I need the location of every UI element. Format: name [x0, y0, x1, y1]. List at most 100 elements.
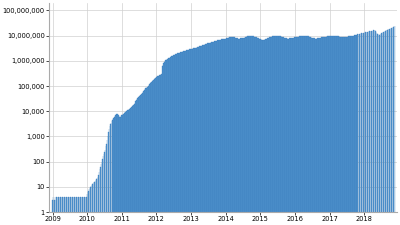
Bar: [301, 36, 302, 225]
Bar: [205, 44, 206, 225]
Bar: [220, 40, 221, 225]
Bar: [102, 159, 103, 225]
Bar: [200, 46, 201, 225]
Bar: [88, 191, 89, 225]
Bar: [79, 197, 80, 225]
Bar: [132, 106, 133, 225]
Bar: [333, 36, 334, 225]
Bar: [273, 36, 274, 225]
Bar: [252, 36, 253, 225]
Bar: [207, 43, 208, 225]
Bar: [239, 38, 240, 225]
Bar: [60, 197, 61, 225]
Bar: [80, 197, 81, 225]
Bar: [368, 32, 369, 225]
Bar: [114, 117, 115, 225]
Bar: [364, 32, 365, 225]
Bar: [229, 37, 230, 225]
Bar: [344, 37, 345, 225]
Bar: [97, 178, 98, 225]
Bar: [350, 36, 351, 225]
Bar: [214, 41, 215, 225]
Bar: [334, 36, 335, 225]
Bar: [297, 37, 298, 225]
Bar: [204, 45, 205, 225]
Bar: [346, 37, 347, 225]
Bar: [232, 37, 233, 225]
Bar: [86, 197, 87, 225]
Bar: [180, 52, 181, 225]
Bar: [182, 52, 183, 225]
Bar: [146, 88, 147, 225]
Bar: [124, 113, 125, 225]
Bar: [219, 40, 220, 225]
Bar: [144, 90, 145, 225]
Bar: [354, 35, 355, 225]
Bar: [99, 172, 100, 225]
Bar: [259, 39, 260, 225]
Bar: [238, 38, 239, 225]
Bar: [135, 103, 136, 225]
Bar: [94, 182, 95, 225]
Bar: [150, 83, 151, 225]
Bar: [247, 36, 248, 225]
Bar: [158, 76, 159, 225]
Bar: [315, 39, 316, 225]
Bar: [329, 36, 330, 225]
Bar: [349, 36, 350, 225]
Bar: [152, 81, 153, 225]
Bar: [130, 108, 131, 225]
Bar: [215, 41, 216, 225]
Bar: [245, 37, 246, 225]
Bar: [332, 36, 333, 225]
Bar: [72, 197, 73, 225]
Bar: [112, 120, 113, 225]
Bar: [108, 132, 109, 225]
Bar: [257, 38, 258, 225]
Bar: [378, 34, 379, 225]
Bar: [113, 119, 114, 225]
Bar: [387, 30, 388, 225]
Bar: [63, 197, 64, 225]
Bar: [139, 97, 140, 225]
Bar: [347, 37, 348, 225]
Bar: [331, 36, 332, 225]
Bar: [352, 36, 353, 225]
Bar: [120, 117, 121, 225]
Bar: [384, 31, 385, 225]
Bar: [370, 31, 371, 225]
Bar: [363, 33, 364, 225]
Bar: [122, 115, 123, 225]
Bar: [391, 28, 392, 225]
Bar: [386, 30, 387, 225]
Bar: [148, 86, 149, 225]
Bar: [243, 38, 244, 225]
Bar: [156, 77, 157, 225]
Bar: [126, 111, 127, 225]
Bar: [390, 28, 391, 225]
Bar: [164, 62, 165, 225]
Bar: [305, 36, 306, 225]
Bar: [254, 37, 255, 225]
Bar: [95, 181, 96, 225]
Bar: [131, 108, 132, 225]
Bar: [381, 33, 382, 225]
Bar: [87, 194, 88, 225]
Bar: [261, 40, 262, 225]
Bar: [374, 30, 375, 225]
Bar: [55, 197, 56, 225]
Bar: [343, 37, 344, 225]
Bar: [319, 38, 320, 225]
Bar: [81, 197, 82, 225]
Bar: [389, 29, 390, 225]
Bar: [105, 150, 106, 225]
Bar: [178, 53, 179, 225]
Bar: [383, 32, 384, 225]
Bar: [75, 197, 76, 225]
Bar: [176, 54, 177, 225]
Bar: [340, 37, 341, 225]
Bar: [233, 37, 234, 225]
Bar: [92, 184, 93, 225]
Bar: [358, 34, 359, 225]
Bar: [62, 197, 63, 225]
